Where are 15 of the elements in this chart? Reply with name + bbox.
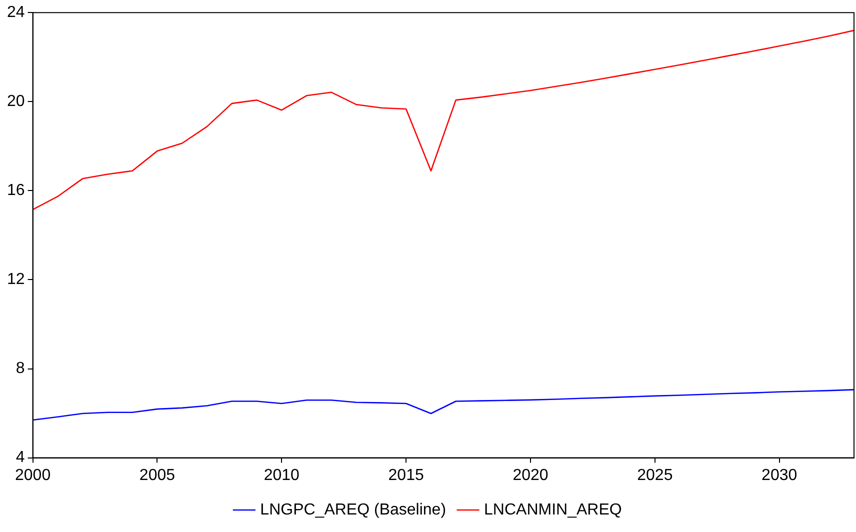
y-tick-label: 16 [7,182,25,200]
y-tick-label: 12 [7,271,25,288]
legend-label: LNCANMIN_AREQ [484,501,622,518]
x-tick-label: 2020 [512,466,548,484]
x-tick-label: 2005 [139,466,176,484]
y-tick-label: 20 [7,93,25,110]
x-tick-label: 2000 [15,466,51,484]
x-tick-label: 2015 [388,466,424,484]
y-tick-label: 24 [7,4,25,22]
y-tick-label: 8 [16,360,25,378]
x-tick-label: 2010 [264,466,300,484]
x-tick-label: 2025 [637,466,673,484]
x-tick-label: 2030 [762,466,798,484]
y-tick-label: 4 [16,449,25,466]
legend-label: LNGPC_AREQ (Baseline) [260,501,446,518]
